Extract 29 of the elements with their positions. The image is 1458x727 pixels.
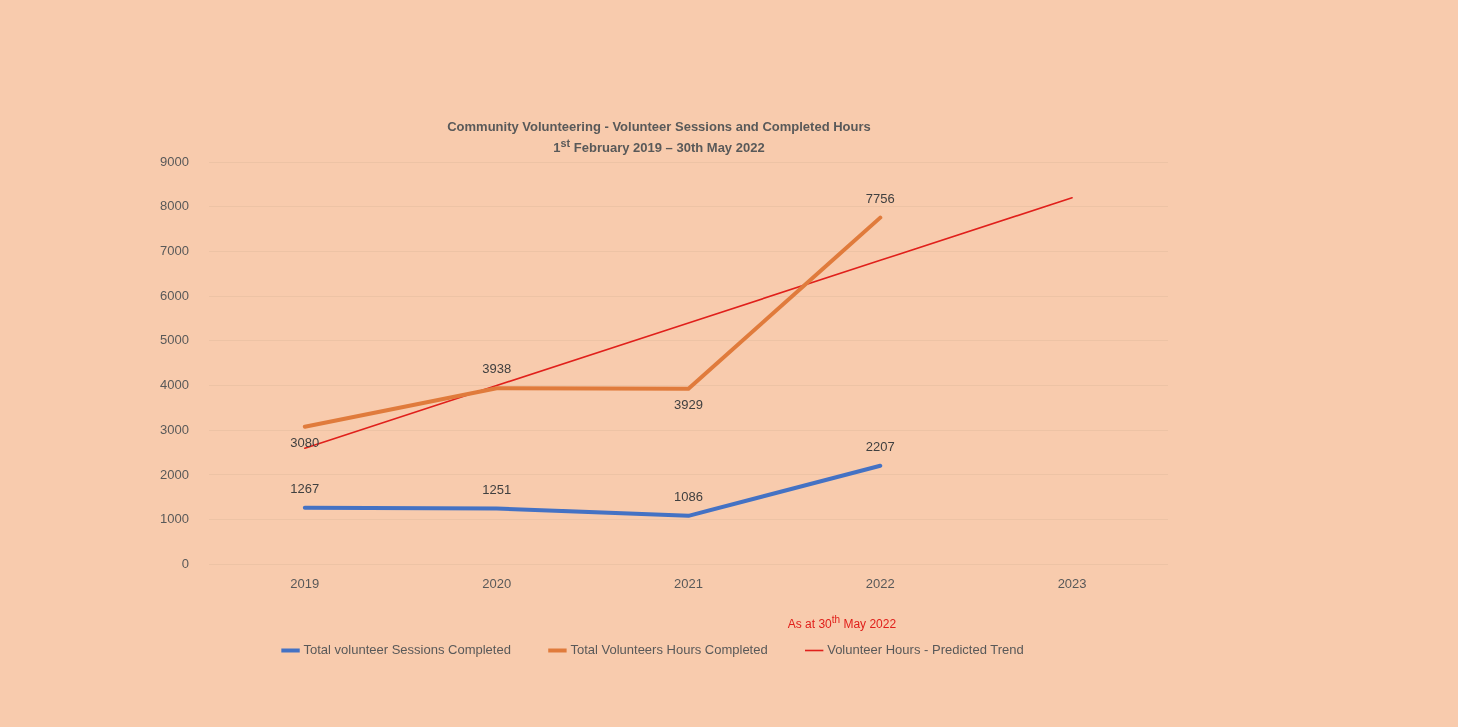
legend-label: Total volunteer Sessions Completed xyxy=(303,642,511,658)
y-tick-label: 2000 xyxy=(160,466,189,482)
legend-label: Volunteer Hours - Predicted Trend xyxy=(827,642,1024,658)
text: As at 30$^{th}$ May 2022 xyxy=(787,614,897,631)
data-label: 2207 xyxy=(865,438,895,454)
y-tick-label: 9000 xyxy=(160,153,189,169)
y-tick-label: 0 xyxy=(181,555,189,571)
y-tick-label: 8000 xyxy=(160,198,189,214)
legend-label: Total Volunteers Hours Completed xyxy=(570,642,768,658)
data-label: 1267 xyxy=(290,480,320,496)
data-label: 1086 xyxy=(674,488,703,504)
y-tick-label: 6000 xyxy=(160,287,189,303)
chart-title: Community Volunteering - Volunteer Sessions and Completed Hours xyxy=(446,118,872,135)
y-tick-label: 1000 xyxy=(160,511,189,527)
y-tick-label: 5000 xyxy=(160,332,189,348)
data-label: 7756 xyxy=(865,190,895,206)
data-label: 1251 xyxy=(482,481,512,497)
x-tick-label: 2022 xyxy=(865,575,895,591)
y-tick-label: 3000 xyxy=(160,421,189,437)
data-label: 3938 xyxy=(482,361,512,377)
y-tick-label: 4000 xyxy=(160,377,189,393)
data-label: 3929 xyxy=(674,396,703,412)
chart-subtitle: 1$^{st}$ February 2019 – 30th May 2022 xyxy=(553,137,765,156)
x-tick-label: 2021 xyxy=(674,575,703,591)
x-tick-label: 2020 xyxy=(482,575,512,591)
y-tick-label: 7000 xyxy=(160,243,189,258)
x-tick-label: 2019 xyxy=(290,575,320,591)
data-label: 3080 xyxy=(290,434,320,450)
x-tick-label: 2023 xyxy=(1057,575,1087,591)
